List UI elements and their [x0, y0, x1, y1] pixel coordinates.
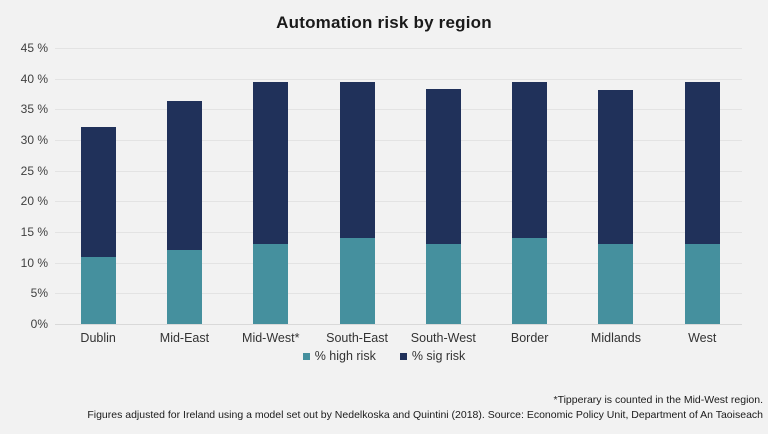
category-label-dublin: Dublin	[80, 331, 116, 345]
category-label-border: Border	[510, 331, 549, 345]
bar-segment-sig-risk	[684, 81, 720, 244]
gridline-30	[55, 140, 742, 141]
y-tick-label-30: 30 %	[20, 133, 48, 147]
bar-column-west	[659, 48, 745, 324]
bar-column-border	[487, 48, 573, 324]
bar-segment-high-risk	[684, 243, 720, 324]
category-label-mid-west-: Mid-West*	[242, 331, 300, 345]
y-tick-label-40: 40 %	[20, 71, 48, 86]
chart-title: Automation risk by region	[276, 13, 492, 32]
bar-segment-sig-risk	[339, 81, 375, 239]
gridline-15	[55, 232, 742, 233]
footnotes: *Tipperary is counted in the Mid-West re…	[0, 393, 763, 423]
bar-stack	[80, 126, 116, 324]
gridline-20	[55, 201, 742, 203]
bar-column-south-west	[400, 48, 486, 324]
gridline-45	[55, 48, 742, 49]
gridline-10	[55, 262, 742, 264]
y-tick-label-45: 45 %	[20, 41, 48, 55]
sig-risk-swatch-icon	[399, 352, 407, 360]
y-tick-label-35: 35 %	[20, 102, 48, 117]
gridline-25	[55, 170, 742, 172]
y-tick-label-10: 10 %	[20, 255, 48, 270]
bar-segment-high-risk	[253, 244, 289, 324]
category-label-midlands: Midlands	[590, 331, 641, 345]
y-tick-label-25: 25 %	[20, 163, 48, 178]
bar-column-south-east	[314, 48, 400, 324]
gridline-40	[55, 78, 742, 80]
bar-column-mid-east	[141, 48, 227, 324]
y-tick-label-5: 5%	[30, 286, 48, 301]
bar-stack	[684, 81, 720, 324]
bar-segment-high-risk	[598, 244, 634, 324]
footnote-line-2: Figures adjusted for Ireland using a mod…	[87, 409, 763, 421]
bar-stack	[253, 81, 289, 324]
category-label-mid-east: Mid-East	[159, 331, 210, 345]
bar-stack	[598, 89, 634, 324]
footnote-line-1: *Tipperary is counted in the Mid-West re…	[553, 394, 763, 406]
gridline-35	[55, 109, 742, 111]
bar-segment-sig-risk	[80, 126, 116, 257]
bar-segment-sig-risk	[512, 81, 548, 239]
bar-stack	[166, 101, 202, 324]
category-label-south-east: South-East	[326, 331, 388, 345]
legend-item-sig-risk: % sig risk	[399, 349, 466, 363]
y-tick-label-15: 15 %	[20, 225, 48, 239]
bar-segment-sig-risk	[598, 89, 634, 245]
gridline-0	[55, 324, 742, 325]
bar-segment-high-risk	[512, 238, 548, 324]
bar-segment-high-risk	[166, 250, 202, 324]
bar-segment-sig-risk	[253, 81, 289, 245]
bar-segment-high-risk	[425, 243, 461, 324]
bar-segment-sig-risk	[425, 89, 461, 244]
legend: % high risk % sig risk	[0, 349, 768, 363]
bar-segment-high-risk	[339, 238, 375, 324]
bar-column-mid-west-	[228, 48, 314, 324]
bar-segment-sig-risk	[166, 101, 202, 251]
bar-segment-high-risk	[80, 256, 116, 324]
bar-stack	[425, 89, 461, 324]
bar-column-midlands	[573, 48, 659, 324]
legend-label-sig-risk: % sig risk	[411, 349, 466, 363]
bar-column-dublin	[55, 48, 141, 324]
bar-stack	[339, 81, 375, 324]
y-tick-label-0: 0%	[30, 317, 48, 331]
category-label-west: West	[688, 331, 717, 345]
legend-item-high-risk: % high risk	[302, 349, 376, 363]
bar-stack	[512, 81, 548, 324]
y-tick-label-20: 20 %	[20, 194, 48, 209]
gridline-5	[55, 293, 742, 295]
legend-label-high-risk: % high risk	[314, 349, 376, 363]
category-label-south-west: South-West	[410, 331, 476, 345]
high-risk-swatch-icon	[302, 352, 310, 360]
